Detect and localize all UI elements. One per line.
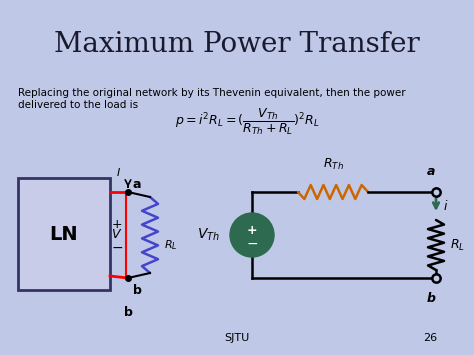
Circle shape <box>230 213 274 257</box>
Text: +: + <box>112 218 122 231</box>
Text: b: b <box>124 306 132 319</box>
Text: b: b <box>133 284 142 296</box>
Text: Replacing the original network by its Thevenin equivalent, then the power: Replacing the original network by its Th… <box>18 88 406 98</box>
Bar <box>18 178 110 290</box>
Text: $p = i^2 R_L = (\dfrac{V_{Th}}{R_{Th}+R_L})^2 R_L$: $p = i^2 R_L = (\dfrac{V_{Th}}{R_{Th}+R_… <box>175 107 319 137</box>
Text: Maximum Power Transfer: Maximum Power Transfer <box>54 32 420 59</box>
Text: $-$: $-$ <box>111 240 123 254</box>
Text: $R_L$: $R_L$ <box>450 237 465 252</box>
Text: $V_{Th}$: $V_{Th}$ <box>197 227 220 243</box>
Text: SJTU: SJTU <box>224 333 250 343</box>
Text: V: V <box>111 229 119 241</box>
Text: i: i <box>444 200 447 213</box>
Text: a: a <box>427 165 435 178</box>
Text: 26: 26 <box>423 333 437 343</box>
Text: LN: LN <box>50 224 78 244</box>
Text: $R_{Th}$: $R_{Th}$ <box>322 157 344 172</box>
Text: I: I <box>117 168 119 178</box>
Text: $R_L$: $R_L$ <box>164 238 178 252</box>
Text: +: + <box>246 224 257 236</box>
Text: $-$: $-$ <box>246 236 258 250</box>
Text: b: b <box>427 292 436 305</box>
Text: delivered to the load is: delivered to the load is <box>18 100 138 110</box>
Text: a: a <box>133 178 142 191</box>
